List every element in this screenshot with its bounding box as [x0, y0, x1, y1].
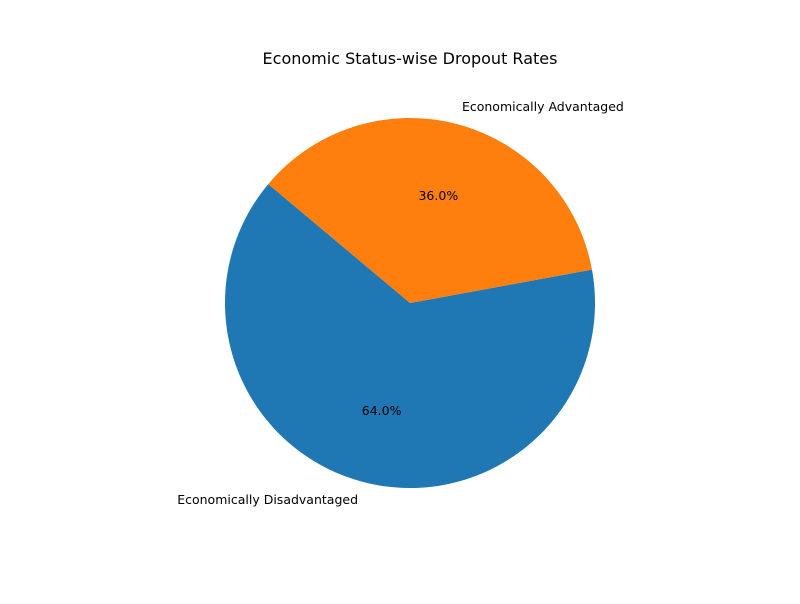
- pie-slice-economically-advantaged: [268, 118, 592, 303]
- pie-labels: Economically Disadvantaged 64.0% Economica…: [177, 99, 624, 507]
- pie-slice-economically-disadvantaged: [225, 184, 596, 489]
- slice-label-economically-advantaged: Economically Advantaged: [462, 99, 624, 114]
- slice-percent-economically-advantaged: 36.0%: [418, 188, 458, 203]
- slice-label-economically-disadvantaged: Economically Disadvantaged: [177, 492, 358, 507]
- chart-title: Economic Status-wise Dropout Rates: [263, 49, 558, 68]
- pie-slices: [225, 118, 596, 489]
- slice-percent-economically-disadvantaged: 64.0%: [362, 403, 402, 418]
